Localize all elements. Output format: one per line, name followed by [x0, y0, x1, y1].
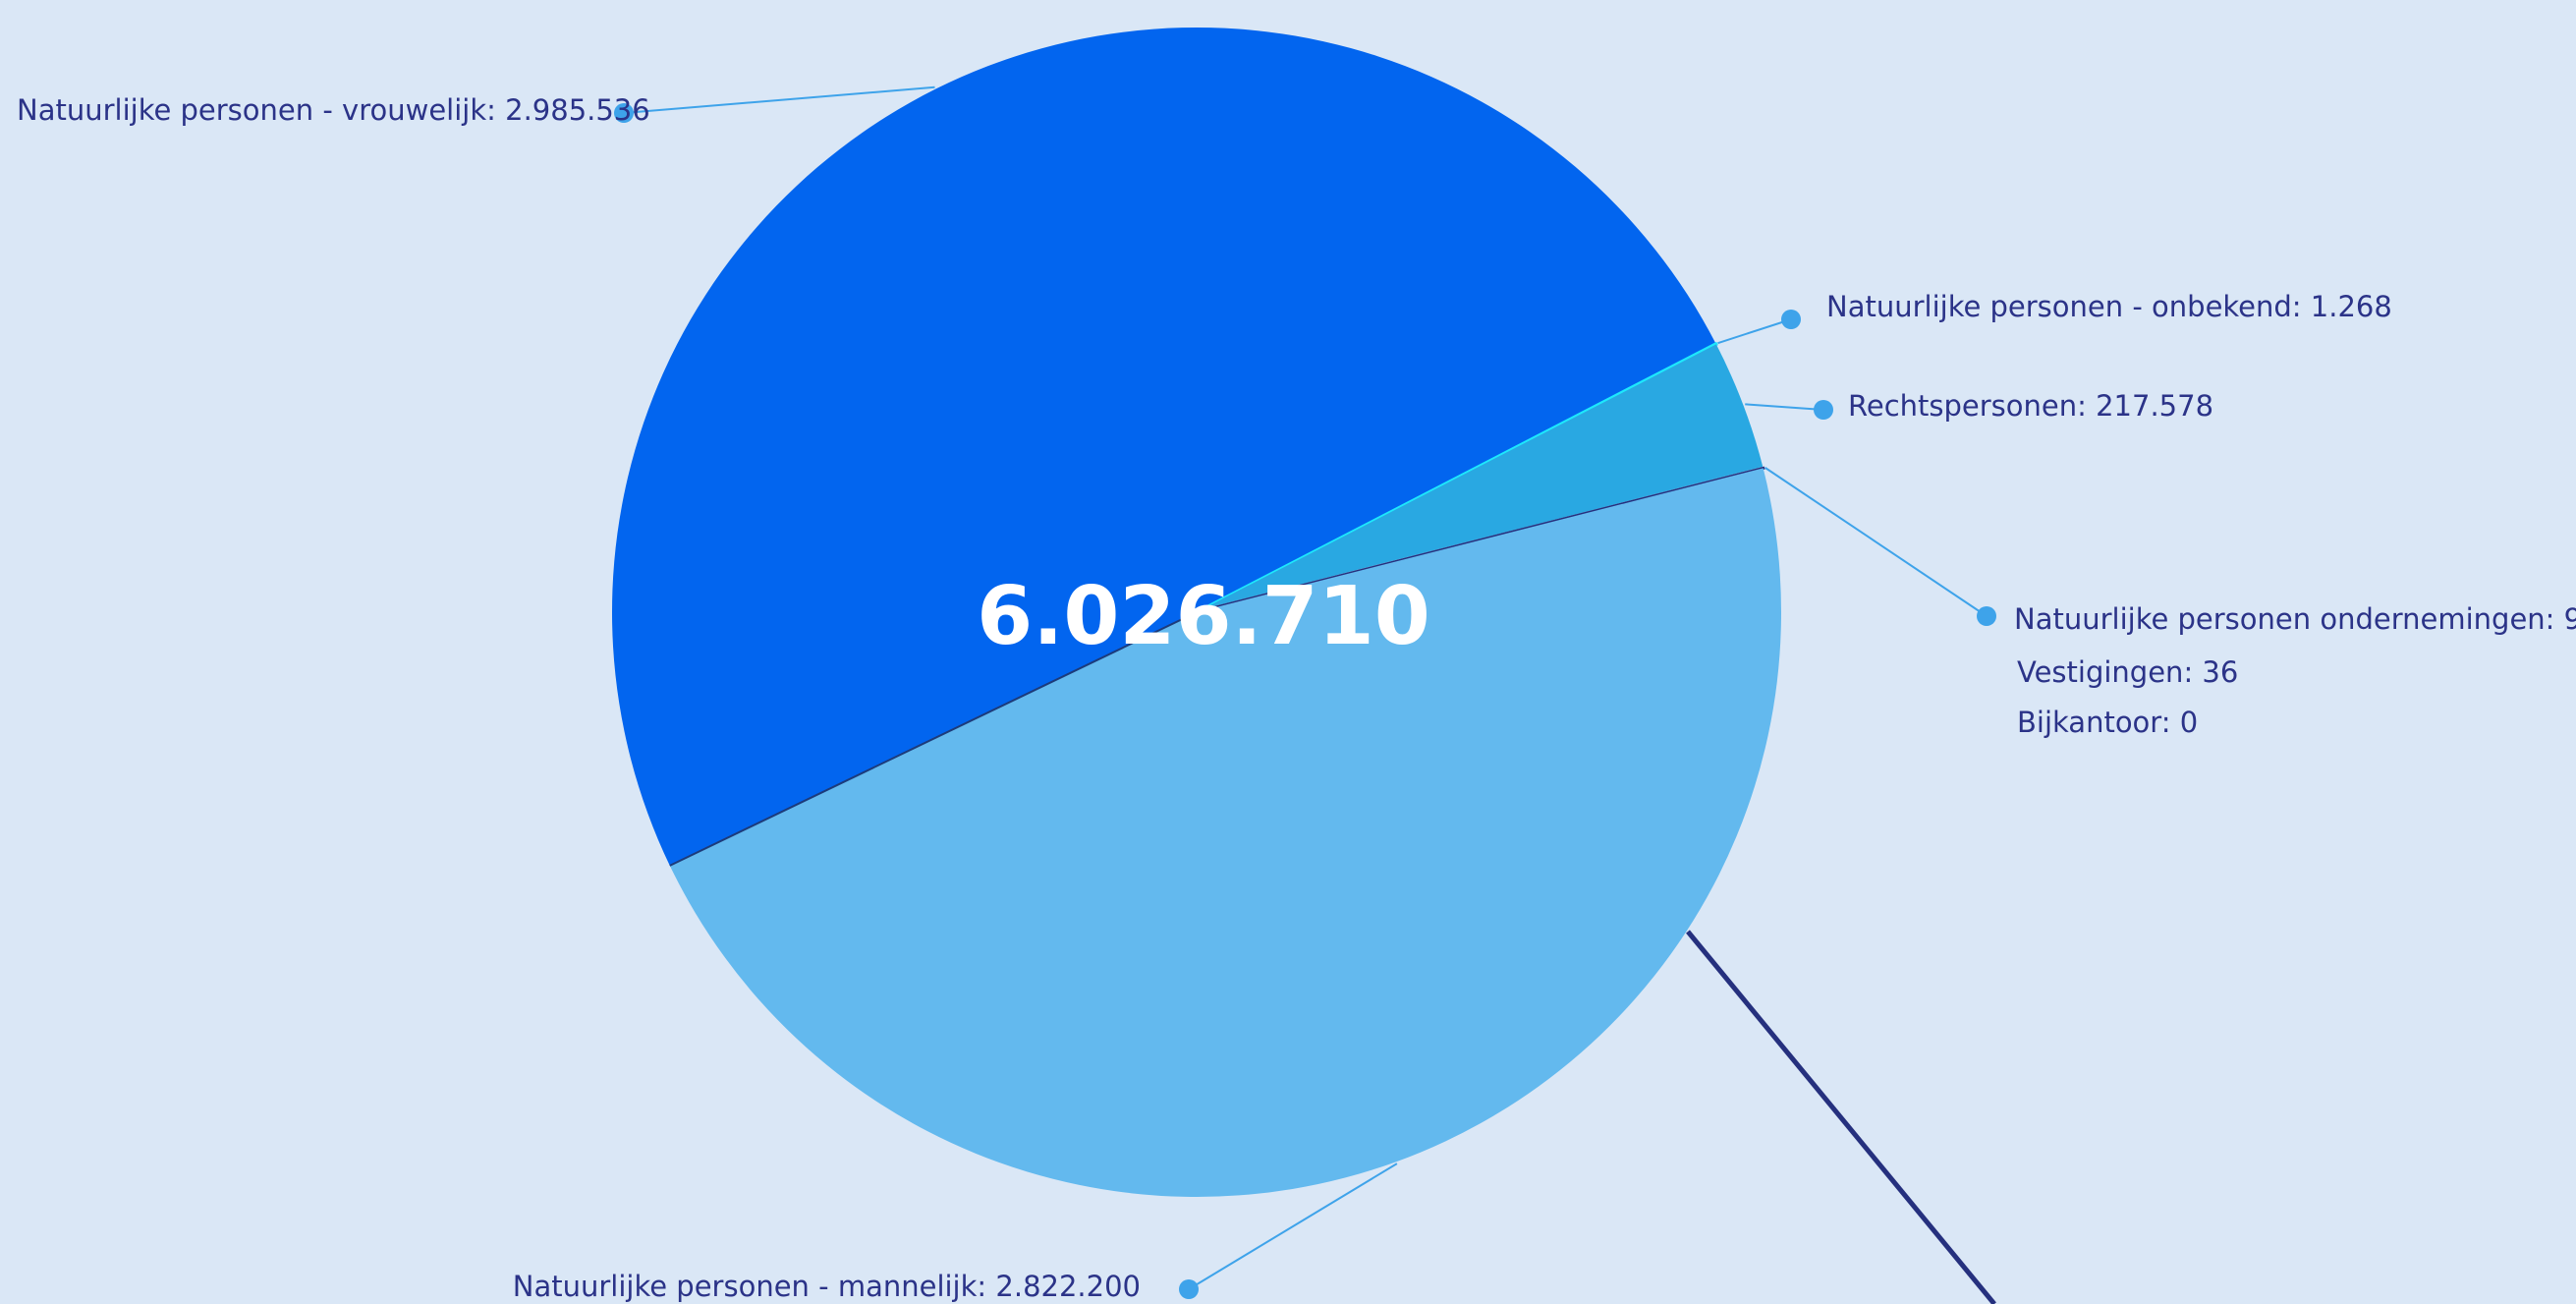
connector-small-slices	[1686, 930, 1996, 1304]
label-connectors	[614, 85, 1996, 1304]
slice-rechtspersonen[interactable]	[1197, 344, 1764, 612]
slice-labels: Natuurlijke personen - vrouwelijk: 2.985…	[17, 93, 2576, 1303]
connector-dot-natuurlijke-personen-mannelijk	[1179, 1279, 1199, 1299]
label-natuurlijke-personen-vrouwelijk: Natuurlijke personen - vrouwelijk: 2.985…	[17, 93, 650, 127]
slice-natuurlijke-personen-mannelijk[interactable]	[669, 468, 1782, 1198]
label-natuurlijke-personen-mannelijk: Natuurlijke personen - mannelijk: 2.822.…	[513, 1270, 1141, 1303]
connector-rechtspersonen	[1745, 403, 1824, 411]
connector-dot-natuurlijke-personen-ondernemingen	[1977, 606, 1996, 626]
connector-natuurlijke-personen-vrouwelijk	[623, 85, 935, 114]
label-natuurlijke-personen-ondernemingen: Natuurlijke personen ondernemingen: 92	[2014, 602, 2576, 636]
pie-slices	[611, 27, 1782, 1198]
slice-natuurlijke-personen-onbekend[interactable]	[1196, 341, 1718, 614]
connector-dot-natuurlijke-personen-vrouwelijk	[614, 103, 634, 123]
connector-natuurlijke-personen-onbekend	[1717, 318, 1792, 345]
slice-vestigingen[interactable]	[1196, 466, 1765, 614]
connector-dot-rechtspersonen	[1814, 400, 1833, 420]
total-value: 6.026.710	[977, 570, 1430, 663]
slice-separator	[669, 611, 1198, 867]
connector-natuurlijke-personen-mannelijk	[1188, 1162, 1398, 1290]
label-rechtspersonen: Rechtspersonen: 217.578	[1848, 389, 2213, 423]
label-vestigingen: Vestigingen: 36	[2017, 655, 2238, 689]
slice-natuurlijke-personen-vrouwelijk[interactable]	[611, 27, 1716, 866]
label-natuurlijke-personen-onbekend: Natuurlijke personen - onbekend: 1.268	[1826, 290, 2392, 323]
label-bijkantoor: Bijkantoor: 0	[2017, 706, 2198, 739]
connector-dot-natuurlijke-personen-onbekend	[1781, 310, 1801, 329]
connector-natuurlijke-personen-ondernemingen	[1764, 467, 1988, 617]
